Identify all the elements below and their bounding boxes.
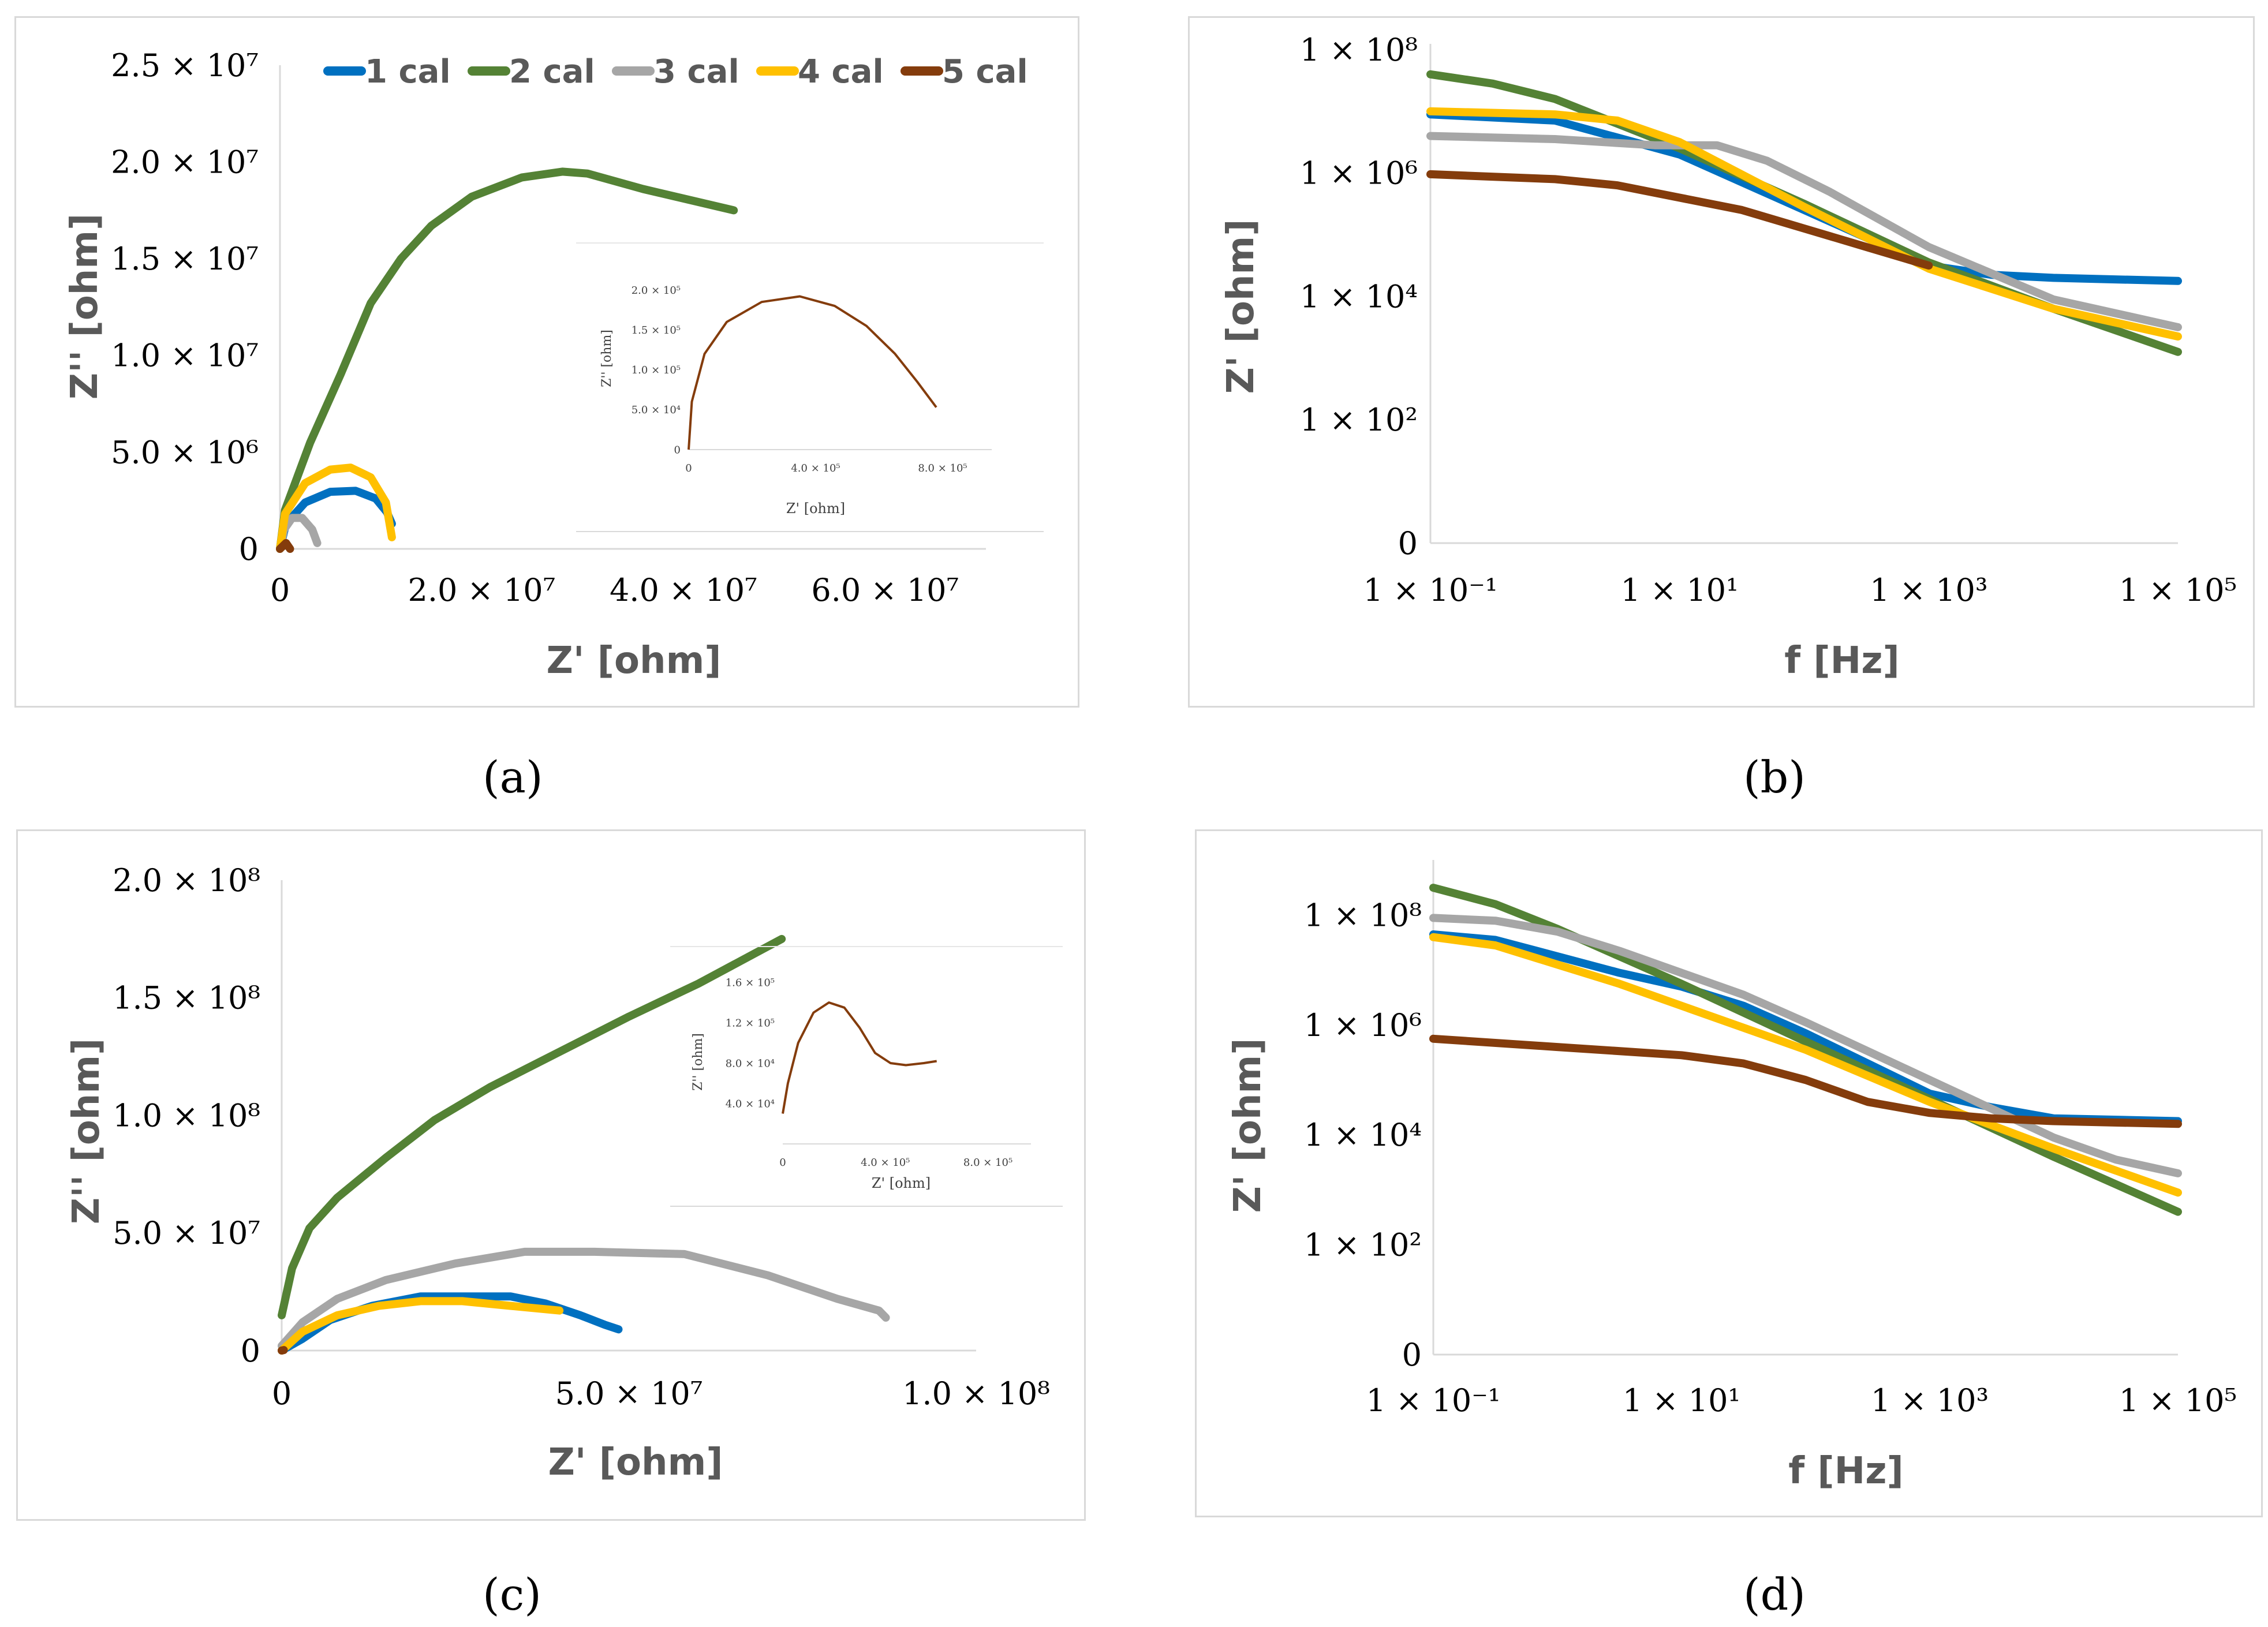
inset-series-line-5-cal bbox=[688, 295, 937, 450]
y-axis-label: Z'' [ohm] bbox=[65, 1038, 108, 1225]
series-line-5-cal bbox=[1429, 1034, 2182, 1128]
inset-y-tick-label: 5.0 × 10⁴ bbox=[632, 404, 681, 416]
inset-x-tick-label: 8.0 × 10⁵ bbox=[918, 462, 967, 474]
x-axis-label: Z' [ohm] bbox=[548, 1441, 723, 1484]
chart-panel-b: 0 1 × 10² 1 × 10⁴ 1 × 10⁶ 1 × 10⁸ 1 × 10⁻¹ 1 ×… bbox=[1188, 16, 2255, 708]
chart-c-svg: 0 5.0 × 10⁷ 1.0 × 10⁸ 1.5 × 10⁸ 2.0 × 10⁸ 0 5.… bbox=[65, 862, 1063, 1484]
inset-y-tick-label: 4.0 × 10⁴ bbox=[726, 1098, 775, 1110]
y-tick-label: 1 × 10² bbox=[1304, 1227, 1422, 1263]
x-tick-label: 1 × 10¹ bbox=[1621, 572, 1739, 608]
x-tick-label: 5.0 × 10⁷ bbox=[555, 1375, 703, 1412]
y-tick-label: 1.5 × 10⁷ bbox=[111, 241, 259, 277]
series-line-4-cal bbox=[276, 463, 396, 553]
inset-x-axis-label: Z' [ohm] bbox=[872, 1175, 931, 1191]
caption-c: (c) bbox=[483, 1569, 541, 1620]
series-line-3-cal bbox=[1429, 914, 2182, 1177]
x-axis-label: Z' [ohm] bbox=[547, 639, 722, 682]
x-tick-label: 1 × 10⁻¹ bbox=[1363, 572, 1498, 608]
x-tick-label: 1 × 10⁵ bbox=[2119, 1382, 2237, 1419]
x-tick-label: 6.0 × 10⁷ bbox=[811, 572, 959, 608]
y-tick-label: 1 × 10⁶ bbox=[1304, 1007, 1422, 1043]
inset-x-tick-label: 8.0 × 10⁵ bbox=[963, 1157, 1012, 1169]
chart-panel-d: 0 1 × 10² 1 × 10⁴ 1 × 10⁶ 1 × 10⁸ 1 × 10⁻¹ 1 ×… bbox=[1195, 829, 2263, 1517]
x-tick-label: 0 bbox=[270, 572, 290, 608]
y-tick-label: 1 × 10⁴ bbox=[1300, 278, 1418, 315]
y-tick-label: 0 bbox=[239, 531, 259, 567]
y-tick-label: 0 bbox=[1402, 1337, 1422, 1373]
chart-panel-c: 0 5.0 × 10⁷ 1.0 × 10⁸ 1.5 × 10⁸ 2.0 × 10⁸ 0 5.… bbox=[16, 829, 1086, 1521]
series-line-4-cal bbox=[1429, 933, 2182, 1197]
series-line-2-cal bbox=[278, 934, 786, 1319]
x-tick-label: 1 × 10⁵ bbox=[2119, 572, 2237, 608]
series-line-3-cal bbox=[278, 1247, 890, 1350]
inset-y-tick-label: 0 bbox=[674, 444, 681, 456]
x-tick-label: 1.0 × 10⁸ bbox=[902, 1375, 1050, 1412]
y-tick-label: 0 bbox=[241, 1333, 260, 1369]
legend-entry: 2 cal bbox=[509, 53, 595, 91]
inset-x-axis-label: Z' [ohm] bbox=[786, 500, 845, 517]
series-line-2-cal bbox=[1429, 884, 2182, 1216]
caption-a: (a) bbox=[483, 751, 543, 803]
inset-y-axis-label: Z'' [ohm] bbox=[600, 330, 614, 387]
inset-y-tick-label: 1.6 × 10⁵ bbox=[726, 977, 775, 989]
x-axis-label: f [Hz] bbox=[1784, 639, 1899, 682]
legend-entry: 3 cal bbox=[653, 53, 739, 91]
inset-series-line-5-cal bbox=[782, 1001, 937, 1114]
series-line-2-cal bbox=[276, 167, 738, 553]
inset-x-tick-label: 4.0 × 10⁵ bbox=[861, 1157, 910, 1169]
inset-x-tick-label: 4.0 × 10⁵ bbox=[791, 462, 840, 474]
chart-d-svg: 0 1 × 10² 1 × 10⁴ 1 × 10⁶ 1 × 10⁸ 1 × 10⁻¹ 1 ×… bbox=[1227, 860, 2237, 1493]
y-tick-label: 1 × 10⁸ bbox=[1300, 32, 1418, 68]
inset-y-tick-label: 1.2 × 10⁵ bbox=[726, 1017, 775, 1029]
series-line-3-cal bbox=[1426, 132, 2182, 331]
y-tick-label: 2.0 × 10⁷ bbox=[111, 144, 259, 181]
y-tick-label: 5.0 × 10⁶ bbox=[111, 434, 259, 470]
x-tick-label: 0 bbox=[272, 1375, 292, 1412]
inset-y-tick-label: 1.0 × 10⁵ bbox=[632, 364, 681, 376]
inset-y-tick-label: 2.0 × 10⁵ bbox=[632, 285, 681, 297]
y-tick-label: 2.0 × 10⁸ bbox=[113, 862, 260, 899]
y-axis-label: Z' [ohm] bbox=[1220, 219, 1262, 394]
series-line-4-cal bbox=[278, 1297, 564, 1355]
chart-a-svg: 0 5.0 × 10⁶ 1.0 × 10⁷ 1.5 × 10⁷ 2.0 × 10⁷ 2.5… bbox=[63, 47, 1044, 682]
y-tick-label: 1 × 10⁸ bbox=[1304, 897, 1422, 934]
inset-y-axis-label: Z'' [ohm] bbox=[691, 1033, 705, 1091]
chart-panel-a: 0 5.0 × 10⁶ 1.0 × 10⁷ 1.5 × 10⁷ 2.0 × 10⁷ 2.5… bbox=[14, 16, 1079, 708]
x-tick-label: 1 × 10⁻¹ bbox=[1366, 1382, 1501, 1419]
inset-y-tick-label: 1.5 × 10⁵ bbox=[632, 324, 681, 336]
y-tick-label: 1.5 × 10⁸ bbox=[113, 980, 260, 1016]
x-tick-label: 4.0 × 10⁷ bbox=[610, 572, 757, 608]
x-tick-label: 2.0 × 10⁷ bbox=[408, 572, 556, 608]
y-tick-label: 2.5 × 10⁷ bbox=[111, 47, 259, 84]
legend-entry: 5 cal bbox=[942, 53, 1028, 91]
x-axis-label: f [Hz] bbox=[1788, 1450, 1903, 1493]
x-tick-label: 1 × 10¹ bbox=[1623, 1382, 1740, 1419]
inset-y-tick-label: 8.0 × 10⁴ bbox=[726, 1057, 775, 1069]
y-tick-label: 1 × 10⁶ bbox=[1300, 155, 1418, 192]
y-axis-label: Z' [ohm] bbox=[1227, 1038, 1269, 1213]
series-line-5-cal bbox=[276, 538, 294, 553]
y-tick-label: 0 bbox=[1398, 525, 1418, 562]
y-axis-label: Z'' [ohm] bbox=[63, 214, 106, 400]
y-tick-label: 1 × 10⁴ bbox=[1304, 1117, 1422, 1153]
y-tick-label: 5.0 × 10⁷ bbox=[113, 1215, 260, 1251]
x-tick-label: 1 × 10³ bbox=[1871, 1382, 1989, 1419]
x-tick-label: 1 × 10³ bbox=[1870, 572, 1987, 608]
caption-d: (d) bbox=[1743, 1569, 1806, 1620]
series-line-4-cal bbox=[1426, 107, 2182, 341]
caption-b: (b) bbox=[1743, 751, 1806, 803]
legend-entry: 1 cal bbox=[365, 53, 451, 91]
inset-x-tick-label: 0 bbox=[685, 462, 692, 474]
y-tick-label: 1.0 × 10⁷ bbox=[111, 338, 259, 374]
inset-x-tick-label: 0 bbox=[779, 1157, 786, 1169]
chart-b-svg: 0 1 × 10² 1 × 10⁴ 1 × 10⁶ 1 × 10⁸ 1 × 10⁻¹ 1 ×… bbox=[1220, 32, 2237, 682]
series-line-5-cal bbox=[278, 1346, 288, 1355]
series-line-5-cal bbox=[1426, 170, 1933, 270]
y-tick-label: 1 × 10² bbox=[1300, 402, 1418, 438]
y-tick-label: 1.0 × 10⁸ bbox=[113, 1097, 260, 1134]
legend-entry: 4 cal bbox=[798, 53, 884, 91]
